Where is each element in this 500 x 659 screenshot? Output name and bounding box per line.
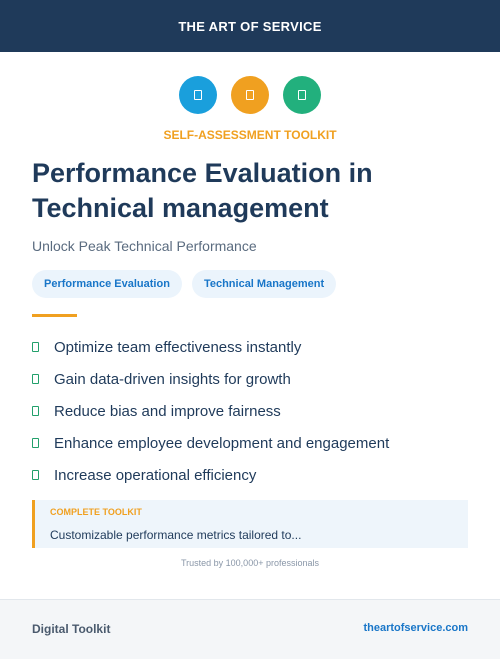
feature-text: Increase operational efficiency <box>54 466 257 484</box>
feature-item: Enhance employee development and engagem… <box>32 427 389 459</box>
footer-label: Digital Toolkit <box>32 622 111 636</box>
checkmark-icon <box>32 438 39 448</box>
callout-text: Customizable performance metrics tailore… <box>50 528 302 542</box>
icon-row <box>0 76 500 114</box>
feature-item: Reduce bias and improve fairness <box>32 395 389 427</box>
header-bar: THE ART OF SERVICE <box>0 0 500 52</box>
feature-list: Optimize team effectiveness instantly Ga… <box>32 331 389 491</box>
toolkit-callout: COMPLETE TOOLKIT Customizable performanc… <box>32 500 468 548</box>
toolkit-kicker: SELF-ASSESSMENT TOOLKIT <box>163 128 337 142</box>
trust-note: Trusted by 100,000+ professionals <box>180 558 319 568</box>
brand-title: THE ART OF SERVICE <box>178 18 322 34</box>
feature-text: Optimize team effectiveness instantly <box>54 338 302 356</box>
website-link[interactable]: theartofservice.com <box>363 622 468 634</box>
checkmark-icon <box>32 374 39 384</box>
tag-technical-management[interactable]: Technical Management <box>191 270 337 298</box>
feature-text: Reduce bias and improve fairness <box>54 402 281 420</box>
feature-item: Optimize team effectiveness instantly <box>32 331 389 363</box>
accent-divider <box>32 314 77 317</box>
checkmark-icon <box>32 342 39 352</box>
tag-list: Performance Evaluation Technical Managem… <box>32 270 337 298</box>
callout-label: COMPLETE TOOLKIT <box>50 507 142 517</box>
page-title: Performance Evaluation in Technical mana… <box>32 158 373 223</box>
document-icon <box>179 76 217 114</box>
tag-performance-evaluation[interactable]: Performance Evaluation <box>32 270 182 298</box>
page-subtitle: Unlock Peak Technical Performance <box>32 238 257 254</box>
feature-item: Gain data-driven insights for growth <box>32 363 389 395</box>
footer-bar: Digital Toolkit theartofservice.com <box>0 599 500 659</box>
feature-text: Enhance employee development and engagem… <box>54 434 390 452</box>
checkmark-icon <box>32 470 39 480</box>
feature-text: Gain data-driven insights for growth <box>54 370 291 388</box>
document-icon <box>283 76 321 114</box>
feature-item: Increase operational efficiency <box>32 459 389 491</box>
checkmark-icon <box>32 406 39 416</box>
document-icon <box>231 76 269 114</box>
